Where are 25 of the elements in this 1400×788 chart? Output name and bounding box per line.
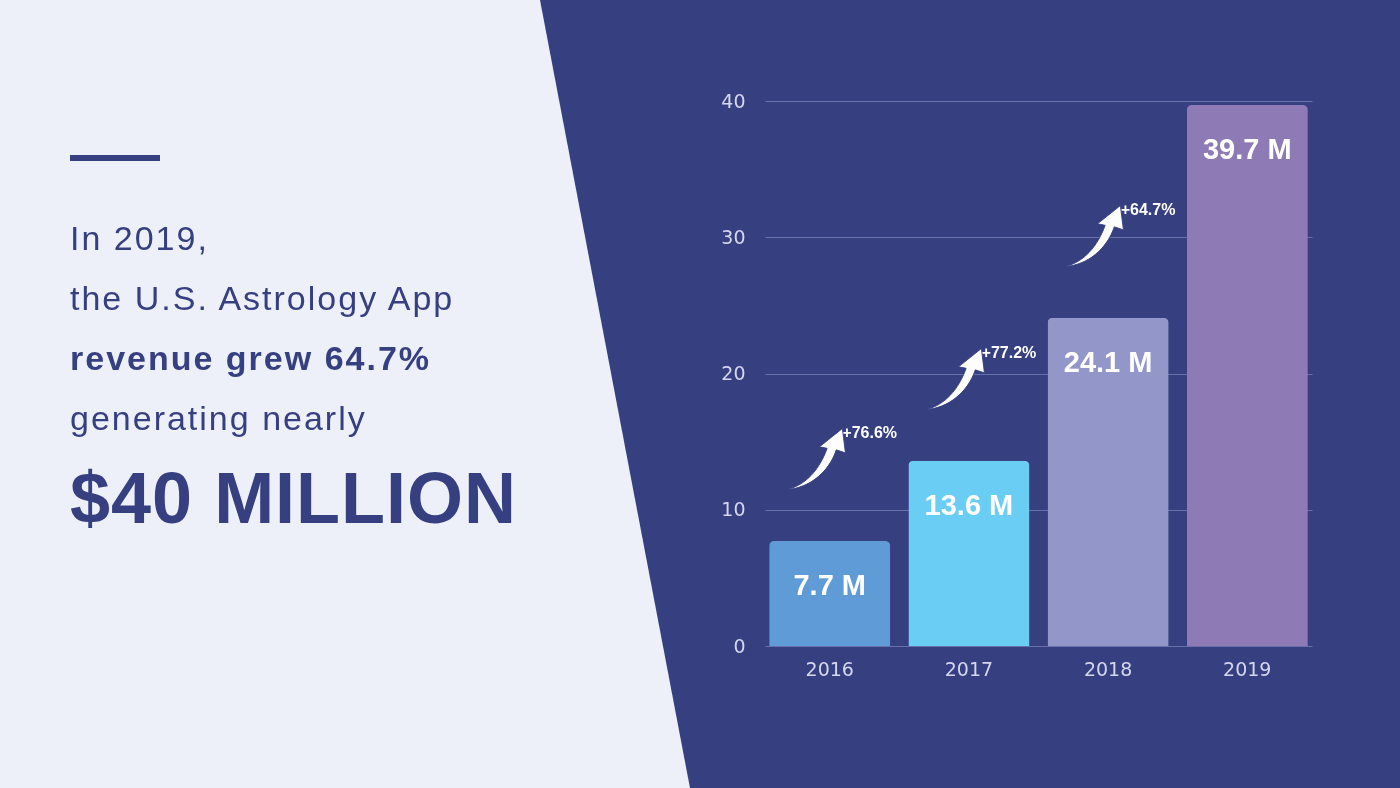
y-tick-label: 10 [721, 498, 746, 521]
y-tick-label: 30 [721, 225, 746, 248]
x-tick-label: 2019 [1223, 657, 1272, 680]
data-label: 24.1 M [1063, 345, 1153, 378]
y-tick-label: 40 [721, 89, 746, 112]
bar [1186, 105, 1308, 646]
text: revenue grew 64.7% [70, 338, 433, 379]
bar [908, 460, 1030, 646]
data-label: 39.7 M [1202, 133, 1292, 166]
annotation: +76.6% [842, 424, 898, 442]
x-tick-label: 2018 [1083, 657, 1133, 680]
x-tick-label: 2017 [944, 657, 994, 680]
data-label: 13.6 M [924, 488, 1014, 521]
bar [1047, 317, 1169, 646]
y-tick-label: 0 [733, 634, 746, 657]
y-tick-label: 20 [721, 362, 746, 384]
text: In 2019, [70, 218, 210, 259]
text: $40 MILLION [70, 457, 518, 540]
annotation: +64.7% [1120, 200, 1176, 218]
bar [769, 541, 891, 646]
data-label: 7.7 M [793, 569, 866, 602]
annotation: +77.2% [981, 343, 1037, 361]
text: the U.S. Astrology App [70, 278, 456, 319]
x-tick-label: 2016 [805, 657, 854, 680]
text: generating nearly [70, 398, 368, 439]
